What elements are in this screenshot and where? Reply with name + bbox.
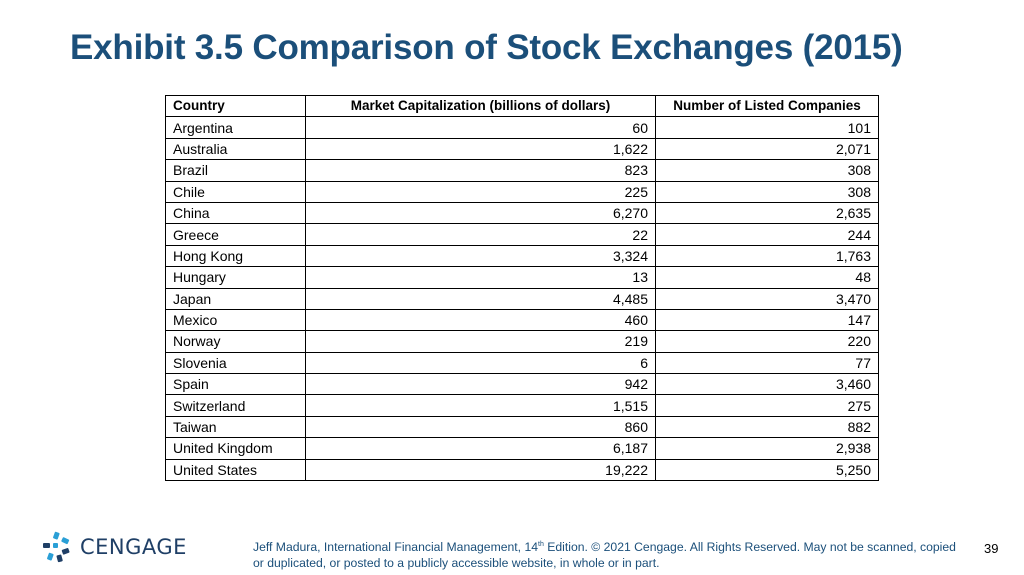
cell-market-cap: 460 [305,308,656,332]
cell-market-cap: 860 [305,415,656,439]
cell-market-cap: 6,270 [305,201,656,225]
cell-market-cap: 3,324 [305,244,656,268]
cell-listed-companies: 308 [655,159,879,182]
table-row: Greece 22 244 [165,223,879,246]
cell-country: Hungary [165,266,306,289]
cell-country: United Kingdom [165,437,306,460]
column-header-country: Country [165,94,306,118]
cell-country: Brazil [165,159,306,182]
cell-country: Argentina [165,116,306,139]
cell-country: United States [165,458,306,482]
cell-market-cap: 4,485 [305,287,656,310]
column-header-market-cap: Market Capitalization (billions of dolla… [305,94,656,118]
stock-exchange-table: Country Market Capitalization (billions … [165,94,879,482]
table-row: Japan 4,485 3,470 [165,287,879,310]
cell-market-cap: 22 [305,223,656,246]
cengage-mark-icon [43,531,70,563]
cell-listed-companies: 882 [655,415,879,439]
citation-prefix: Jeff Madura, International Financial Man… [253,540,538,555]
cell-market-cap: 1,515 [305,394,656,417]
cell-country: China [165,201,306,225]
copyright-citation: Jeff Madura, International Financial Man… [253,537,963,571]
cell-market-cap: 1,622 [305,137,656,161]
cell-market-cap: 13 [305,266,656,289]
cell-country: Norway [165,330,306,353]
column-header-listed-companies: Number of Listed Companies [655,94,879,118]
cell-listed-companies: 3,460 [655,373,879,396]
cell-market-cap: 823 [305,159,656,182]
table-row: Spain 942 3,460 [165,373,879,396]
cell-market-cap: 225 [305,180,656,203]
cell-market-cap: 19,222 [305,458,656,482]
table-row: United States 19,222 5,250 [165,458,879,482]
page-number: 39 [984,541,999,556]
cell-country: Australia [165,137,306,161]
cell-country: Chile [165,180,306,203]
citation-superscript: th [538,541,544,548]
cell-market-cap: 942 [305,373,656,396]
cell-listed-companies: 3,470 [655,287,879,310]
table-row: Mexico 460 147 [165,308,879,332]
cell-listed-companies: 2,938 [655,437,879,460]
table-row: Norway 219 220 [165,330,879,353]
table-row: Slovenia 6 77 [165,351,879,375]
cell-listed-companies: 147 [655,308,879,332]
cell-country: Japan [165,287,306,310]
table-row: Brazil 823 308 [165,159,879,182]
table-body: Argentina 60 101 Australia 1,622 2,071 Brazil 8… [165,116,879,482]
cell-listed-companies: 48 [655,266,879,289]
cell-listed-companies: 77 [655,351,879,375]
cell-listed-companies: 101 [655,116,879,139]
cell-country: Switzerland [165,394,306,417]
cell-market-cap: 6 [305,351,656,375]
cell-listed-companies: 275 [655,394,879,417]
cell-country: Mexico [165,308,306,332]
cell-country: Taiwan [165,415,306,439]
cell-country: Hong Kong [165,244,306,268]
cell-country: Greece [165,223,306,246]
table-row: Switzerland 1,515 275 [165,394,879,417]
cell-listed-companies: 220 [655,330,879,353]
cell-market-cap: 6,187 [305,437,656,460]
cengage-logo: CENGAGE [40,531,187,563]
cell-market-cap: 60 [305,116,656,139]
table-row: Australia 1,622 2,071 [165,137,879,161]
citation-suffix: Edition. © 2021 Cengage. All Rights Rese… [253,540,956,571]
cell-listed-companies: 5,250 [655,458,879,482]
logo-wordmark: CENGAGE [80,535,187,559]
cell-listed-companies: 2,635 [655,201,879,225]
table-row: Argentina 60 101 [165,116,879,139]
cell-listed-companies: 1,763 [655,244,879,268]
table-row: Taiwan 860 882 [165,415,879,439]
cell-listed-companies: 244 [655,223,879,246]
table-row: China 6,270 2,635 [165,201,879,225]
table-row: United Kingdom 6,187 2,938 [165,437,879,460]
cell-country: Spain [165,373,306,396]
table-row: Chile 225 308 [165,180,879,203]
slide-title: Exhibit 3.5 Comparison of Stock Exchange… [70,28,903,67]
cell-market-cap: 219 [305,330,656,353]
table-row: Hong Kong 3,324 1,763 [165,244,879,268]
table-header-row: Country Market Capitalization (billions … [165,94,879,118]
cell-listed-companies: 2,071 [655,137,879,161]
cell-listed-companies: 308 [655,180,879,203]
cell-country: Slovenia [165,351,306,375]
table-row: Hungary 13 48 [165,266,879,289]
